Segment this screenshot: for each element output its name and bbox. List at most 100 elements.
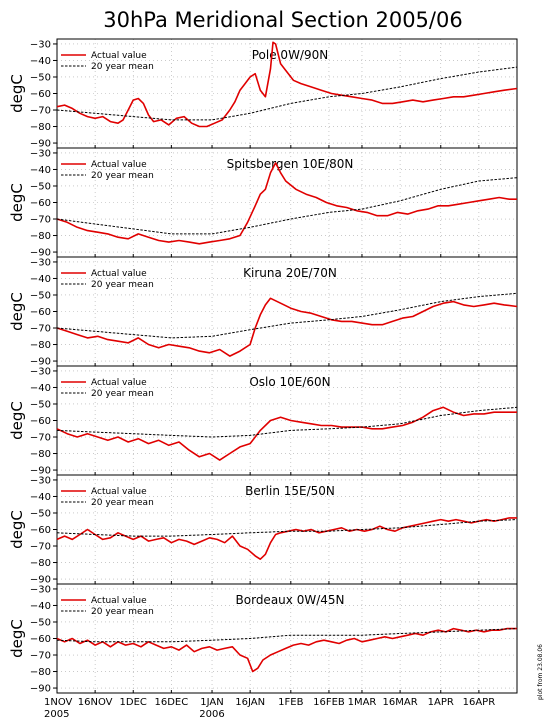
panel-2: −30 −40 −50 −60 −70 −80 −90 degC Spitsbergen 10E… — [8, 147, 518, 259]
y-tick-label: −40 — [30, 492, 51, 503]
y-tick-label: −50 — [30, 617, 51, 628]
grid — [57, 366, 517, 475]
y-tick-label: −70 — [30, 324, 51, 335]
x-tick-label: 16NOV — [78, 697, 113, 708]
y-tick-label: −80 — [30, 667, 51, 678]
panel-title: Kiruna 20E/70N — [243, 266, 337, 280]
y-tick-label: −30 — [30, 475, 51, 486]
panel-3: −30 −40 −50 −60 −70 −80 −90 degC Kiruna 20E/70N A… — [8, 256, 518, 368]
legend-label: Actual value — [91, 487, 147, 497]
y-tick-label: −90 — [30, 684, 51, 695]
grid — [57, 584, 517, 693]
x-tick-label: 16DEC — [154, 697, 188, 708]
x-tick-label: 16FEB — [313, 697, 345, 708]
x-tick-label: 16APR — [463, 697, 496, 708]
y-tick-label: −30 — [30, 584, 51, 595]
y-tick-label: −30 — [30, 366, 51, 377]
legend-label: Actual value — [91, 160, 147, 170]
y-tick-label: −50 — [30, 181, 51, 192]
y-axis-label: degC — [8, 74, 26, 113]
x-tick-label: 1DEC — [120, 697, 147, 708]
legend-label: 20 year mean — [91, 607, 154, 617]
series-line-actual — [56, 406, 517, 461]
y-tick-label: −90 — [30, 248, 51, 259]
y-axis-label: degC — [8, 619, 26, 658]
y-tick-label: −80 — [30, 449, 51, 460]
y-axis-label: degC — [8, 401, 26, 440]
panel-title: Spitsbergen 10E/80N — [227, 157, 354, 171]
y-tick-label: −90 — [30, 139, 51, 150]
x-tick-label: 1JAN — [200, 697, 223, 708]
x-tick-label: 1MAR — [348, 697, 377, 708]
y-tick-label: −90 — [30, 575, 51, 586]
y-tick-label: −80 — [30, 122, 51, 133]
series-line-actual — [56, 41, 518, 128]
y-tick-label: −70 — [30, 106, 51, 117]
y-tick-label: −50 — [30, 508, 51, 519]
legend-label: 20 year mean — [91, 280, 154, 290]
series-line-mean — [56, 177, 518, 235]
panel-title: Berlin 15E/50N — [245, 484, 335, 498]
series-line-mean — [56, 292, 518, 339]
panel-1: −30 −40 −50 −60 −70 −80 −90 degC Pole 0W/90N Actu… — [8, 38, 518, 150]
y-tick-label: −60 — [30, 307, 51, 318]
x-tick-label: 1NOV — [44, 697, 73, 708]
x-tick-year: 2006 — [199, 709, 224, 720]
plot-date-note: plot from 23.08.06 — [537, 644, 544, 700]
y-tick-label: −90 — [30, 357, 51, 368]
y-tick-label: −70 — [30, 542, 51, 553]
y-tick-label: −90 — [30, 466, 51, 477]
x-tick-label: 1APR — [428, 697, 454, 708]
series-line-mean — [56, 66, 518, 121]
y-tick-label: −70 — [30, 651, 51, 662]
legend-label: Actual value — [91, 269, 147, 279]
x-tick-label: 16MAR — [383, 697, 418, 708]
y-tick-label: −60 — [30, 89, 51, 100]
y-tick-label: −60 — [30, 634, 51, 645]
legend-label: 20 year mean — [91, 498, 154, 508]
grid — [57, 257, 517, 366]
grid — [57, 475, 517, 584]
y-tick-label: −50 — [30, 399, 51, 410]
panels: −30 −40 −50 −60 −70 −80 −90 degC Pole 0W/90N Actu… — [8, 38, 518, 695]
panel-4: −30 −40 −50 −60 −70 −80 −90 degC Oslo 10E/60N Act… — [8, 365, 518, 477]
legend-label: 20 year mean — [91, 171, 154, 181]
legend-label: Actual value — [91, 596, 147, 606]
series-line-mean — [56, 519, 518, 537]
y-tick-label: −40 — [30, 383, 51, 394]
y-tick-label: −30 — [30, 39, 51, 50]
y-tick-label: −70 — [30, 433, 51, 444]
x-tick-label: 1FEB — [278, 697, 303, 708]
series-line-actual — [56, 162, 517, 245]
y-axis-label: degC — [8, 292, 26, 331]
grid — [57, 39, 517, 148]
legend-label: Actual value — [91, 378, 147, 388]
panel-5: −30 −40 −50 −60 −70 −80 −90 degC Berlin 15E/50N A… — [8, 474, 518, 586]
panel-title: Bordeaux 0W/45N — [236, 593, 345, 607]
y-tick-label: −60 — [30, 198, 51, 209]
figure-title: 30hPa Meridional Section 2005/06 — [103, 8, 462, 32]
panel-6: −30 −40 −50 −60 −70 −80 −90 degC Bordeaux 0W/45N… — [8, 583, 518, 695]
series-line-actual — [56, 297, 518, 357]
y-tick-label: −60 — [30, 525, 51, 536]
series-line-actual — [56, 627, 517, 673]
y-tick-label: −50 — [30, 72, 51, 83]
series-line-mean — [56, 628, 518, 643]
series-line-actual — [56, 517, 517, 560]
x-tick-label: 16JAN — [235, 697, 265, 708]
x-tick-year: 2005 — [44, 709, 69, 720]
y-axis-label: degC — [8, 183, 26, 222]
y-tick-label: −60 — [30, 416, 51, 427]
y-tick-label: −30 — [30, 257, 51, 268]
panel-title: Oslo 10E/60N — [249, 375, 330, 389]
y-tick-label: −80 — [30, 558, 51, 569]
y-axis-label: degC — [8, 510, 26, 549]
y-tick-label: −40 — [30, 274, 51, 285]
y-tick-label: −80 — [30, 231, 51, 242]
